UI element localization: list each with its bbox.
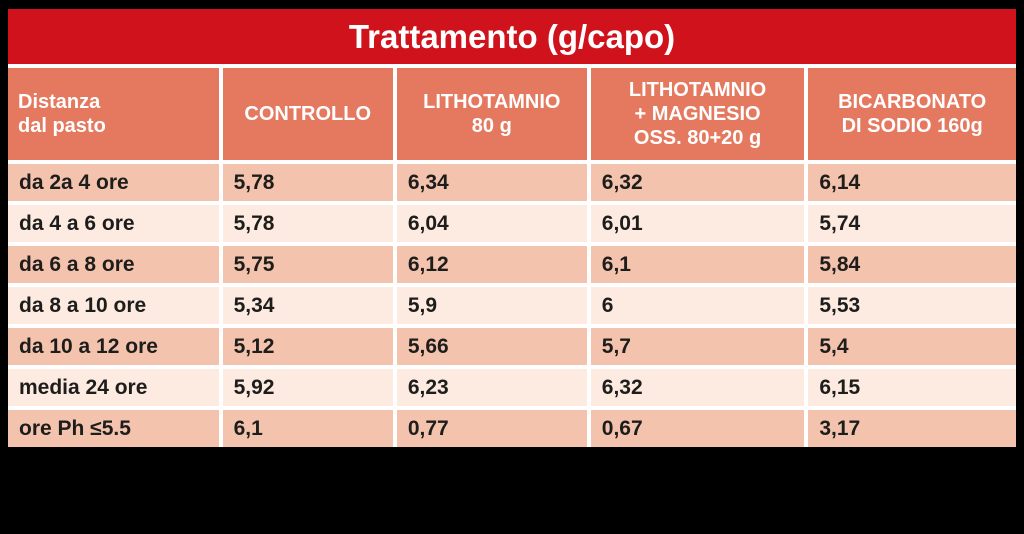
row-label: da 4 a 6 ore [8,205,219,242]
table-cell-value: 6,34 [396,164,587,201]
table-cell-value: 5,84 [808,246,1016,283]
table-cell-value: 6,15 [808,369,1016,406]
table-cell-value: 5,34 [222,287,393,324]
table-cell-value: 5,78 [222,205,393,242]
table-cell-value: 6,32 [590,369,805,406]
row-label: da 10 a 12 ore [8,328,219,365]
table-cell-value: 0,77 [396,410,587,447]
row-label: da 2a 4 ore [8,164,219,201]
table-cell-value: 6 [590,287,805,324]
table-cell-value: 5,4 [808,328,1016,365]
table-cell-value: 6,1 [222,410,393,447]
row-label: ore Ph ≤5.5 [8,410,219,447]
row-label: da 6 a 8 ore [8,246,219,283]
table-cell-value: 6,1 [590,246,805,283]
column-header-bicarbonato: BICARBONATO DI SODIO 160g [808,68,1016,160]
table-cell-value: 0,67 [590,410,805,447]
table-cell-value: 6,23 [396,369,587,406]
table-cell-value: 5,66 [396,328,587,365]
table-cell-value: 3,17 [808,410,1016,447]
table-cell-value: 5,12 [222,328,393,365]
table-cell-value: 6,14 [808,164,1016,201]
table-cell-value: 6,04 [396,205,587,242]
table-cell-value: 5,9 [396,287,587,324]
table-cell-value: 5,75 [222,246,393,283]
row-label: da 8 a 10 ore [8,287,219,324]
table-cell-value: 5,78 [222,164,393,201]
table-cell-value: 5,92 [222,369,393,406]
treatment-table: Trattamento (g/capo) Distanza dal pasto … [8,9,1016,447]
table-title: Trattamento (g/capo) [8,9,1016,64]
table-cell-value: 5,53 [808,287,1016,324]
table-cell-value: 5,74 [808,205,1016,242]
table-cell-value: 5,7 [590,328,805,365]
row-label: media 24 ore [8,369,219,406]
column-header-distanza-dal-pasto: Distanza dal pasto [8,68,219,160]
table-cell-value: 6,12 [396,246,587,283]
column-header-lithotamnio-magnesio: LITHOTAMNIO + MAGNESIO OSS. 80+20 g [590,68,805,160]
table-cell-value: 6,32 [590,164,805,201]
column-header-lithotamnio: LITHOTAMNIO 80 g [396,68,587,160]
table-cell-value: 6,01 [590,205,805,242]
column-header-controllo: CONTROLLO [222,68,393,160]
